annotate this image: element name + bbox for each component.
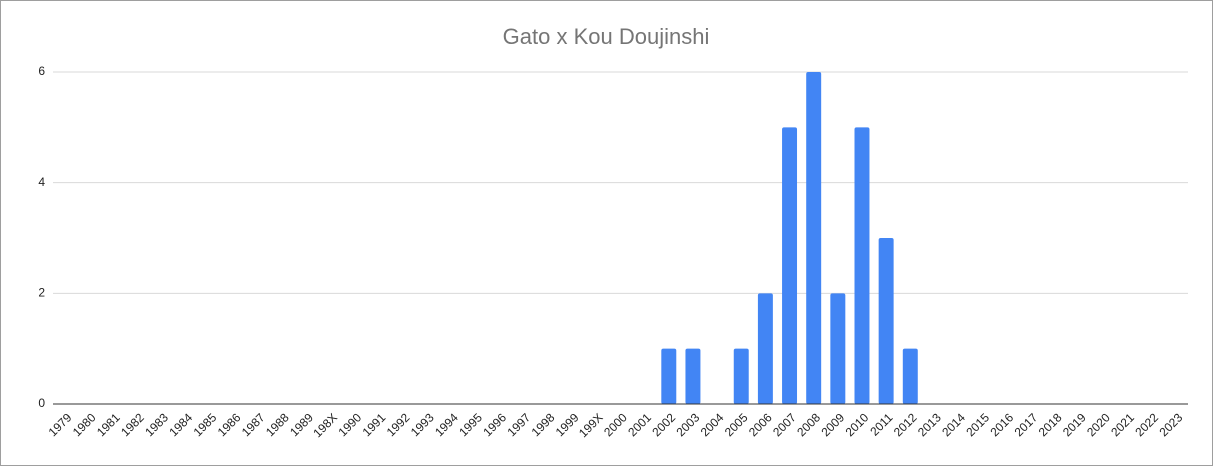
bar [902, 348, 918, 404]
bar [806, 72, 822, 404]
y-tick-label: 4 [38, 175, 45, 189]
bar [661, 348, 677, 404]
bar [757, 293, 773, 404]
y-tick-label: 6 [38, 64, 45, 78]
bar [854, 127, 870, 404]
bar [685, 348, 701, 404]
bar [782, 127, 798, 404]
bar [733, 348, 749, 404]
bar [878, 238, 894, 404]
y-tick-label: 0 [38, 396, 45, 410]
chart-title: Gato x Kou Doujinshi [503, 24, 710, 49]
bar [830, 293, 846, 404]
y-tick-label: 2 [38, 286, 45, 300]
